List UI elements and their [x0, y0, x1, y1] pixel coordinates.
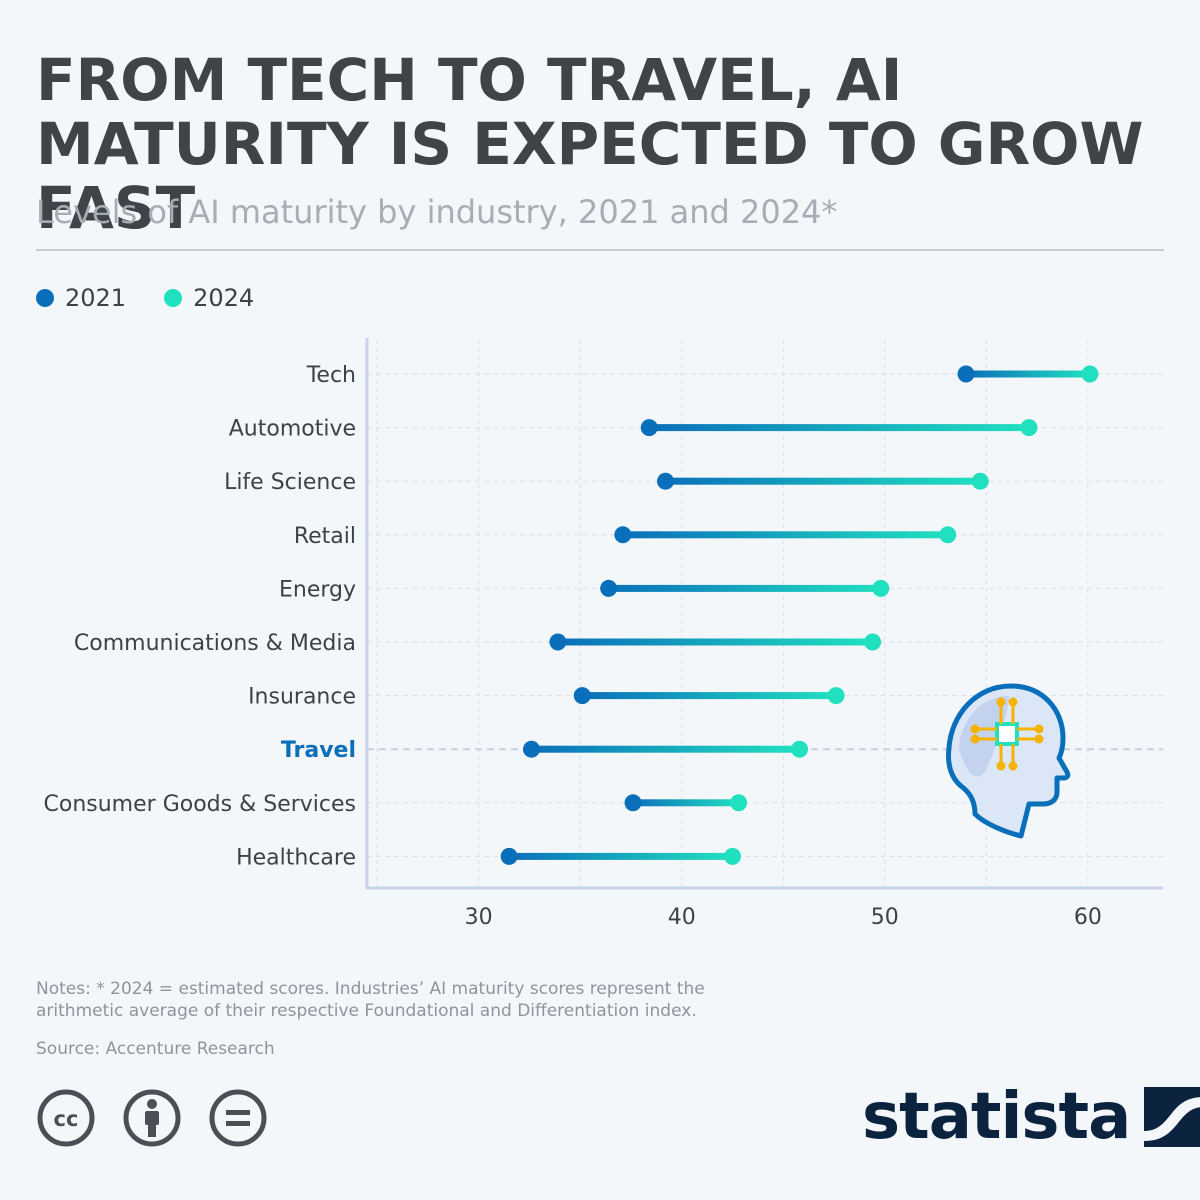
dumbbell-bar-fill [622, 531, 948, 539]
point-2024 [827, 687, 845, 705]
license-icons: cc [36, 1088, 294, 1148]
point-2024 [939, 526, 957, 544]
point-2021 [614, 526, 632, 544]
no-derivatives-icon [209, 1089, 267, 1147]
legend-item-2024: 2024 [164, 284, 254, 312]
category-label: Life Science [224, 470, 356, 495]
legend-label-2021: 2021 [65, 284, 127, 312]
svg-text:cc: cc [54, 1107, 79, 1131]
category-label: Retail [294, 524, 356, 549]
brand-wordmark: statista [862, 1080, 1131, 1154]
chart-title: FROM TECH TO TRAVEL, AI MATURITY IS EXPE… [36, 46, 1144, 242]
category-label: Tech [306, 363, 356, 388]
point-2024 [872, 579, 890, 597]
category-label: Travel [281, 738, 356, 763]
x-tick-label: 60 [1074, 905, 1102, 930]
point-2021 [500, 847, 518, 865]
legend-label-2024: 2024 [193, 284, 255, 312]
header-divider [36, 249, 1164, 251]
x-tick-label: 30 [465, 905, 493, 930]
dumbbell-bar-fill [633, 799, 739, 807]
category-label: Automotive [229, 417, 356, 442]
dumbbell-bar-fill [608, 584, 881, 592]
point-2021 [600, 579, 618, 597]
point-2021 [573, 687, 591, 705]
dumbbell-bar-fill [557, 638, 873, 646]
dumbbell-bar-fill [531, 745, 800, 753]
dumbbell-bar-fill [582, 692, 837, 700]
category-label: Consumer Goods & Services [44, 792, 356, 817]
point-2024 [971, 472, 989, 490]
category-label: Energy [279, 577, 356, 602]
point-2021 [522, 740, 540, 758]
point-2024 [724, 847, 742, 865]
category-label: Communications & Media [74, 631, 356, 656]
statista-logo: statista [862, 1082, 1200, 1152]
point-2024 [1081, 365, 1099, 383]
point-2021 [624, 794, 642, 812]
attribution-icon [123, 1089, 181, 1147]
chart-source: Source: Accenture Research [36, 1039, 275, 1059]
point-2024 [1020, 419, 1038, 437]
x-tick-label: 50 [871, 905, 899, 930]
point-2021 [957, 365, 975, 383]
dumbbell-bar-fill [509, 852, 733, 860]
point-2024 [730, 794, 748, 812]
point-2021 [640, 419, 658, 437]
cc-icon: cc [37, 1089, 95, 1147]
category-label: Healthcare [236, 845, 356, 870]
legend-swatch-2024 [164, 289, 183, 307]
dumbbell-bar-fill [966, 370, 1090, 378]
dumbbell-bar-fill [665, 477, 981, 485]
legend-item-2021: 2021 [36, 284, 126, 312]
chart-subtitle: Levels of AI maturity by industry, 2021 … [36, 193, 838, 231]
point-2024 [791, 740, 809, 758]
dumbbell-chart: Tech Automotive Life Science Retail Energy Co… [44, 338, 1163, 930]
point-2024 [864, 633, 882, 651]
chart-notes: Notes: * 2024 = estimated scores. Indust… [36, 979, 705, 1021]
point-2021 [657, 472, 674, 490]
legend: 2021 2024 [36, 280, 292, 316]
point-2021 [549, 633, 567, 651]
ai-head-icon [946, 683, 1071, 839]
legend-swatch-2021 [36, 289, 54, 307]
x-tick-label: 40 [668, 905, 696, 930]
dumbbell-bar-fill [649, 424, 1029, 432]
category-label: Insurance [248, 685, 356, 710]
statista-mark-icon [1144, 1087, 1200, 1147]
